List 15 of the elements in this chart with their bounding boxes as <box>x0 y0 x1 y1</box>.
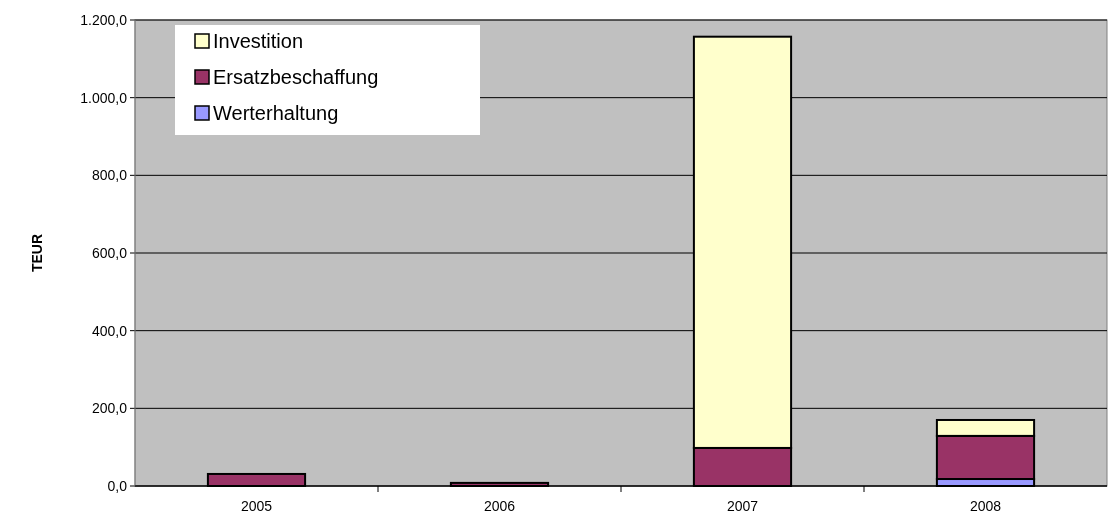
y-tick-label: 0,0 <box>107 477 128 494</box>
legend-label: Ersatzbeschaffung <box>213 66 379 88</box>
y-tick-label: 200,0 <box>91 400 128 417</box>
y-tick-label: 400,0 <box>91 322 128 339</box>
y-tick-label: 1.000,0 <box>80 89 128 106</box>
y-tick-label: 600,0 <box>91 244 128 261</box>
legend-label: Werterhaltung <box>213 102 339 124</box>
legend-label: Investition <box>213 30 304 52</box>
x-tick-label: 2007 <box>726 498 759 514</box>
y-tick-label: 800,0 <box>91 167 128 184</box>
x-tick-label: 2008 <box>969 498 1002 514</box>
y-tick-label: 1.200,0 <box>80 11 128 28</box>
x-tick-label: 2005 <box>240 498 273 514</box>
y-axis-title: TEUR <box>29 233 45 273</box>
x-tick-label: 2006 <box>483 498 516 514</box>
